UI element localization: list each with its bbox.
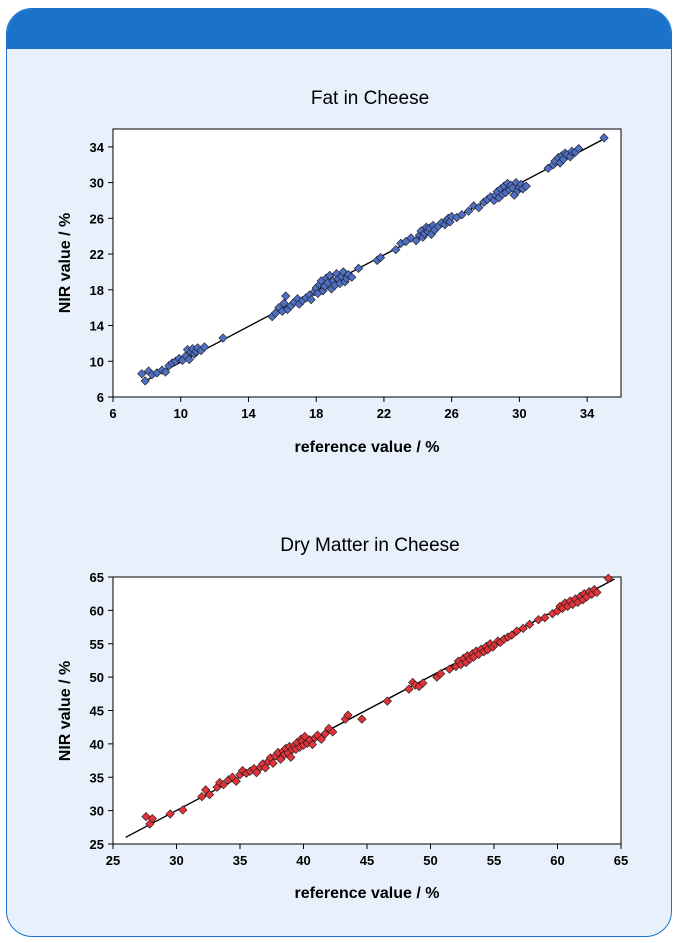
data-point xyxy=(140,376,150,386)
y-tick-label: 65 xyxy=(90,570,104,585)
data-point xyxy=(165,809,175,819)
data-point xyxy=(444,664,455,674)
data-point xyxy=(204,789,215,800)
data-point xyxy=(518,623,528,634)
chart-title: Dry Matter in Cheese xyxy=(280,535,460,556)
data-point xyxy=(418,678,428,688)
data-point xyxy=(218,333,228,343)
data-point xyxy=(307,739,318,750)
data-point xyxy=(286,752,296,762)
y-tick-label: 14 xyxy=(90,319,105,334)
data-point xyxy=(141,812,151,822)
data-point xyxy=(268,758,278,768)
y-tick-label: 45 xyxy=(90,704,104,719)
y-tick-label: 10 xyxy=(90,354,104,369)
data-point xyxy=(231,776,241,786)
y-tick-label: 55 xyxy=(90,637,104,652)
y-tick-label: 26 xyxy=(90,211,104,226)
data-point xyxy=(178,805,188,815)
data-point xyxy=(457,210,467,220)
data-point xyxy=(436,669,446,679)
data-point xyxy=(540,613,550,623)
x-tick-label: 22 xyxy=(377,406,391,421)
data-point xyxy=(565,152,575,162)
data-point xyxy=(281,291,291,301)
data-point xyxy=(521,181,531,191)
data-point xyxy=(382,696,392,706)
data-point xyxy=(343,710,353,720)
data-point xyxy=(375,253,386,263)
data-point xyxy=(353,263,364,273)
data-point xyxy=(237,765,248,776)
data-point xyxy=(603,573,613,583)
x-tick-label: 34 xyxy=(580,406,595,421)
y-tick-label: 30 xyxy=(90,804,104,819)
x-axis-title: reference value / % xyxy=(295,439,440,456)
x-tick-label: 6 xyxy=(109,406,116,421)
x-tick-label: 45 xyxy=(360,853,374,868)
data-point xyxy=(316,734,326,744)
data-point xyxy=(512,626,522,636)
y-axis-title: NIR value / % xyxy=(57,213,74,313)
data-point xyxy=(260,763,271,773)
data-point xyxy=(199,342,210,352)
data-point xyxy=(197,791,207,802)
y-tick-label: 50 xyxy=(90,670,104,685)
data-point xyxy=(391,244,401,255)
x-tick-label: 30 xyxy=(169,853,183,868)
x-axis-title: reference value / % xyxy=(295,885,440,902)
x-tick-label: 10 xyxy=(173,406,187,421)
data-point xyxy=(160,367,171,377)
data-point xyxy=(574,144,584,154)
data-point xyxy=(463,206,474,216)
y-tick-label: 6 xyxy=(97,390,104,405)
x-tick-label: 55 xyxy=(487,853,501,868)
x-tick-label: 40 xyxy=(296,853,310,868)
x-tick-label: 35 xyxy=(233,853,247,868)
data-point xyxy=(592,587,602,597)
y-tick-label: 18 xyxy=(90,283,104,298)
x-tick-label: 18 xyxy=(309,406,323,421)
data-point xyxy=(300,731,310,742)
x-tick-label: 26 xyxy=(444,406,458,421)
y-axis-title: NIR value / % xyxy=(57,661,74,761)
x-tick-label: 14 xyxy=(241,406,256,421)
data-point xyxy=(507,630,517,640)
x-tick-label: 60 xyxy=(550,853,564,868)
card-header-bar xyxy=(7,9,671,49)
data-point xyxy=(474,202,484,213)
y-tick-label: 25 xyxy=(90,837,104,852)
data-point xyxy=(328,727,338,737)
y-tick-label: 22 xyxy=(90,247,104,262)
y-tick-label: 34 xyxy=(90,140,105,155)
chart-fat-in-cheese: Fat in Cheese 6 10 14 18 22 26 30 34 6 10 14 18 22 26… xyxy=(57,88,622,456)
data-point xyxy=(599,133,609,143)
data-point xyxy=(357,714,367,724)
x-tick-label: 50 xyxy=(423,853,437,868)
chart-title: Fat in Cheese xyxy=(311,88,429,109)
x-tick-label: 25 xyxy=(106,853,120,868)
data-point xyxy=(306,295,316,305)
y-tick-label: 40 xyxy=(90,737,104,752)
y-tick-label: 35 xyxy=(90,770,104,785)
data-point xyxy=(251,767,262,778)
x-tick-label: 65 xyxy=(614,853,628,868)
data-point xyxy=(137,369,147,379)
chart-dry-matter-in-cheese: Dry Matter in Cheese 25 30 35 40 45 50 55 60 65 2… xyxy=(57,535,628,902)
data-point xyxy=(320,729,330,739)
data-point xyxy=(218,779,229,790)
x-tick-label: 30 xyxy=(512,406,526,421)
y-tick-label: 30 xyxy=(90,176,104,191)
data-point xyxy=(347,272,357,282)
data-point xyxy=(147,814,157,824)
data-point xyxy=(404,684,414,694)
data-point xyxy=(184,354,194,365)
data-point xyxy=(524,619,535,630)
y-tick-label: 60 xyxy=(90,603,104,618)
data-point xyxy=(279,298,289,308)
